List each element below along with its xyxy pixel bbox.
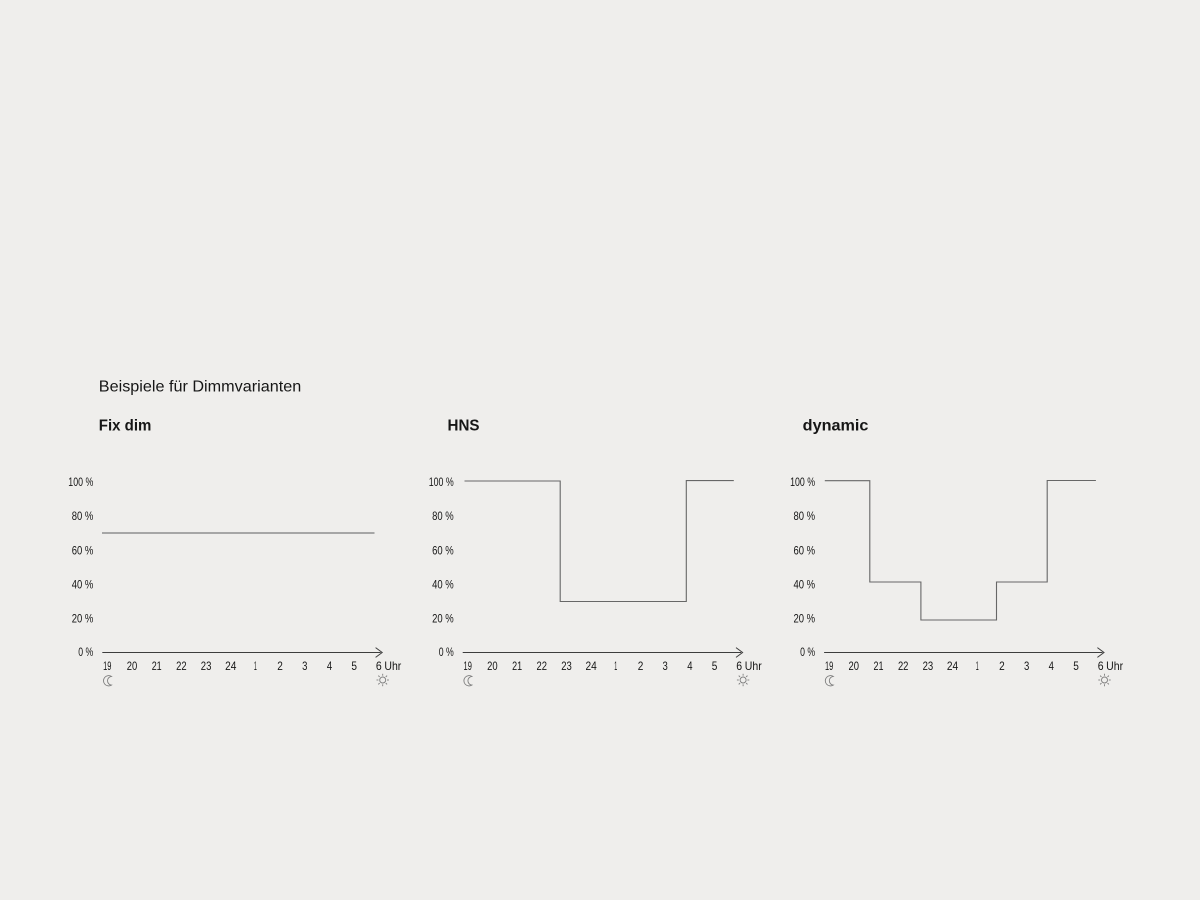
svg-text:20: 20 — [127, 659, 138, 673]
svg-text:24: 24 — [585, 659, 597, 673]
svg-text:22: 22 — [898, 659, 909, 673]
svg-text:5: 5 — [351, 659, 357, 673]
svg-text:60 %: 60 % — [72, 543, 94, 557]
svg-text:22: 22 — [537, 659, 548, 673]
svg-text:3: 3 — [663, 659, 669, 673]
svg-text:Beispiele für Dimmvarianten: Beispiele für Dimmvarianten — [99, 379, 301, 396]
svg-text:22: 22 — [176, 659, 187, 673]
svg-text:100 %: 100 % — [429, 475, 454, 489]
svg-text:19: 19 — [464, 659, 472, 673]
svg-text:60 %: 60 % — [432, 543, 454, 557]
svg-text:3: 3 — [302, 659, 308, 673]
svg-text:4: 4 — [327, 659, 333, 673]
svg-text:4: 4 — [687, 659, 693, 673]
svg-text:20 %: 20 % — [794, 612, 816, 626]
svg-text:80 %: 80 % — [432, 509, 454, 523]
svg-text:60 %: 60 % — [794, 543, 816, 557]
svg-text:80 %: 80 % — [72, 509, 94, 523]
svg-text:2: 2 — [277, 659, 283, 673]
svg-text:19: 19 — [825, 659, 833, 673]
svg-text:100 %: 100 % — [68, 475, 93, 489]
svg-text:20: 20 — [487, 659, 498, 673]
svg-text:21: 21 — [512, 659, 522, 673]
svg-text:1: 1 — [976, 659, 979, 673]
svg-text:40 %: 40 % — [72, 578, 94, 592]
svg-text:21: 21 — [152, 659, 162, 673]
svg-text:4: 4 — [1049, 659, 1055, 673]
svg-text:23: 23 — [201, 659, 212, 673]
svg-text:0 %: 0 % — [439, 645, 454, 659]
svg-text:5: 5 — [1073, 659, 1079, 673]
svg-text:23: 23 — [923, 659, 934, 673]
svg-text:2: 2 — [638, 659, 644, 673]
svg-text:6 Uhr: 6 Uhr — [376, 659, 401, 673]
svg-text:HNS: HNS — [448, 418, 480, 435]
svg-text:0 %: 0 % — [78, 645, 93, 659]
svg-text:Fix dim: Fix dim — [99, 418, 152, 435]
svg-text:40 %: 40 % — [432, 578, 454, 592]
svg-text:19: 19 — [103, 659, 111, 673]
svg-text:100 %: 100 % — [790, 475, 815, 489]
svg-text:20 %: 20 % — [432, 612, 454, 626]
svg-text:1: 1 — [614, 659, 617, 673]
svg-text:24: 24 — [947, 659, 959, 673]
svg-text:0 %: 0 % — [800, 645, 815, 659]
svg-text:2: 2 — [999, 659, 1005, 673]
svg-text:dynamic: dynamic — [803, 418, 869, 435]
svg-text:40 %: 40 % — [794, 578, 816, 592]
svg-text:23: 23 — [561, 659, 572, 673]
svg-text:21: 21 — [874, 659, 884, 673]
svg-text:24: 24 — [225, 659, 237, 673]
svg-text:20 %: 20 % — [72, 612, 94, 626]
svg-text:5: 5 — [712, 659, 718, 673]
svg-text:1: 1 — [254, 659, 257, 673]
svg-text:6 Uhr: 6 Uhr — [1098, 659, 1123, 673]
svg-text:3: 3 — [1024, 659, 1030, 673]
svg-text:20: 20 — [849, 659, 860, 673]
svg-text:6 Uhr: 6 Uhr — [736, 659, 761, 673]
svg-text:80 %: 80 % — [794, 509, 816, 523]
